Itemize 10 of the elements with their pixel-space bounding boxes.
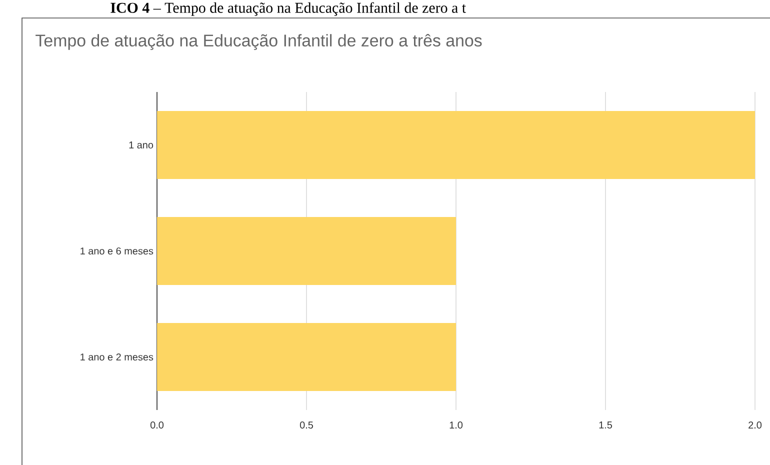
x-tick-label: 0.0 — [150, 422, 164, 429]
text: ICO 4 – Tempo de atuação na Educação Infantil de zero a t — [110, 2, 466, 16]
x-tick-label: 1.5 — [599, 422, 612, 428]
y-tick-label: 1 ano e 2 meses — [80, 353, 154, 361]
x-tick-label: 0.5 — [300, 422, 314, 429]
x-tick-label: 2.0 — [748, 422, 762, 429]
x-tick-label: 1.0 — [450, 422, 463, 429]
y-tick-label: 1 ano — [129, 142, 154, 148]
y-tick-label: 1 ano e 6 meses — [80, 247, 154, 255]
chart-title: Tempo de atuação na Educação Infantil de zero a três anos — [36, 34, 482, 50]
